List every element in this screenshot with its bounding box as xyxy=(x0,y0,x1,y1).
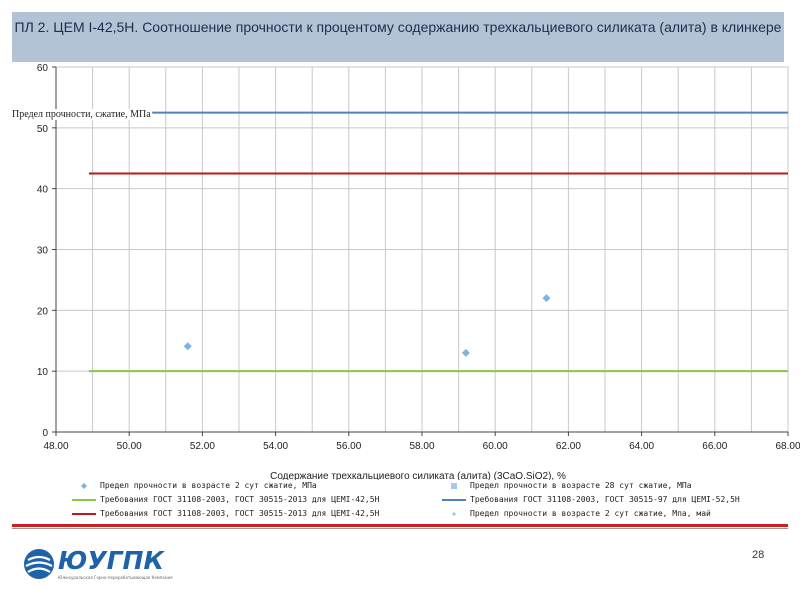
legend-label: Требования ГОСТ 31108-2003, ГОСТ 30515-2… xyxy=(100,495,380,504)
square-marker-icon xyxy=(451,483,457,489)
company-logo: ЮУГПК Южноуральская Горно-перерабатывающ… xyxy=(22,545,172,587)
legend-label: Предел прочности в возрасте 28 сут сжати… xyxy=(470,481,692,490)
x-tick-label: 56.00 xyxy=(336,441,361,452)
logo-subtitle: Южноуральская Горно-перерабатывающая Ком… xyxy=(58,575,173,580)
y-tick-label: 60 xyxy=(37,63,49,74)
footer-divider-thin xyxy=(12,528,788,529)
diamond-marker-icon xyxy=(452,512,456,516)
legend-label: Требования ГОСТ 31108-2003, ГОСТ 30515-9… xyxy=(470,495,740,504)
y-tick-label: 10 xyxy=(37,367,49,378)
x-axis-label: Содержание трехкальциевого силиката (али… xyxy=(270,471,566,480)
x-tick-label: 52.00 xyxy=(190,441,215,452)
x-tick-label: 48.00 xyxy=(43,441,68,452)
y-tick-label: 20 xyxy=(37,306,49,317)
chart-legend: Предел прочности в возрасте 2 сут сжатие… xyxy=(60,480,800,520)
y-axis-label-background xyxy=(11,109,153,120)
y-tick-label: 40 xyxy=(37,185,49,196)
green-line-icon xyxy=(72,499,96,501)
x-tick-label: 58.00 xyxy=(409,441,434,452)
x-tick-label: 62.00 xyxy=(556,441,581,452)
red-line-icon xyxy=(72,513,96,515)
x-tick-label: 64.00 xyxy=(629,441,654,452)
slide-title: ПЛ 2. ЦЕМ I-42,5Н. Соотношение прочности… xyxy=(14,19,782,35)
x-tick-label: 60.00 xyxy=(483,441,508,452)
page-number: 28 xyxy=(752,549,765,561)
data-point xyxy=(542,294,551,303)
legend-label: Предел прочности в возрасте 2 сут сжатие… xyxy=(470,509,711,518)
diamond-marker-icon xyxy=(81,483,87,489)
x-tick-label: 68.00 xyxy=(775,441,800,452)
x-tick-label: 50.00 xyxy=(117,441,142,452)
chart: 48.00 50.00 52.00 54.00 56.00 58.00 60.00 62.00… xyxy=(11,63,800,480)
blue-line-icon xyxy=(442,499,466,501)
y-axis-label: Предел прочности, сжатие, МПа xyxy=(12,109,151,120)
title-banner: ПЛ 2. ЦЕМ I-42,5Н. Соотношение прочности… xyxy=(12,12,784,62)
globe-icon xyxy=(24,549,54,579)
y-tick-label: 50 xyxy=(37,124,49,135)
footer-divider xyxy=(12,524,788,527)
legend-label: Предел прочности в возрасте 2 сут сжатие… xyxy=(100,481,317,490)
y-tick-label: 0 xyxy=(42,428,48,439)
x-tick-label: 54.00 xyxy=(263,441,288,452)
logo-text: ЮУГПК xyxy=(58,546,164,575)
data-point xyxy=(461,348,470,357)
y-tick-label: 30 xyxy=(37,246,49,257)
data-point xyxy=(183,342,192,351)
legend-label: Требования ГОСТ 31108-2003, ГОСТ 30515-2… xyxy=(100,509,380,518)
x-tick-label: 66.00 xyxy=(702,441,727,452)
